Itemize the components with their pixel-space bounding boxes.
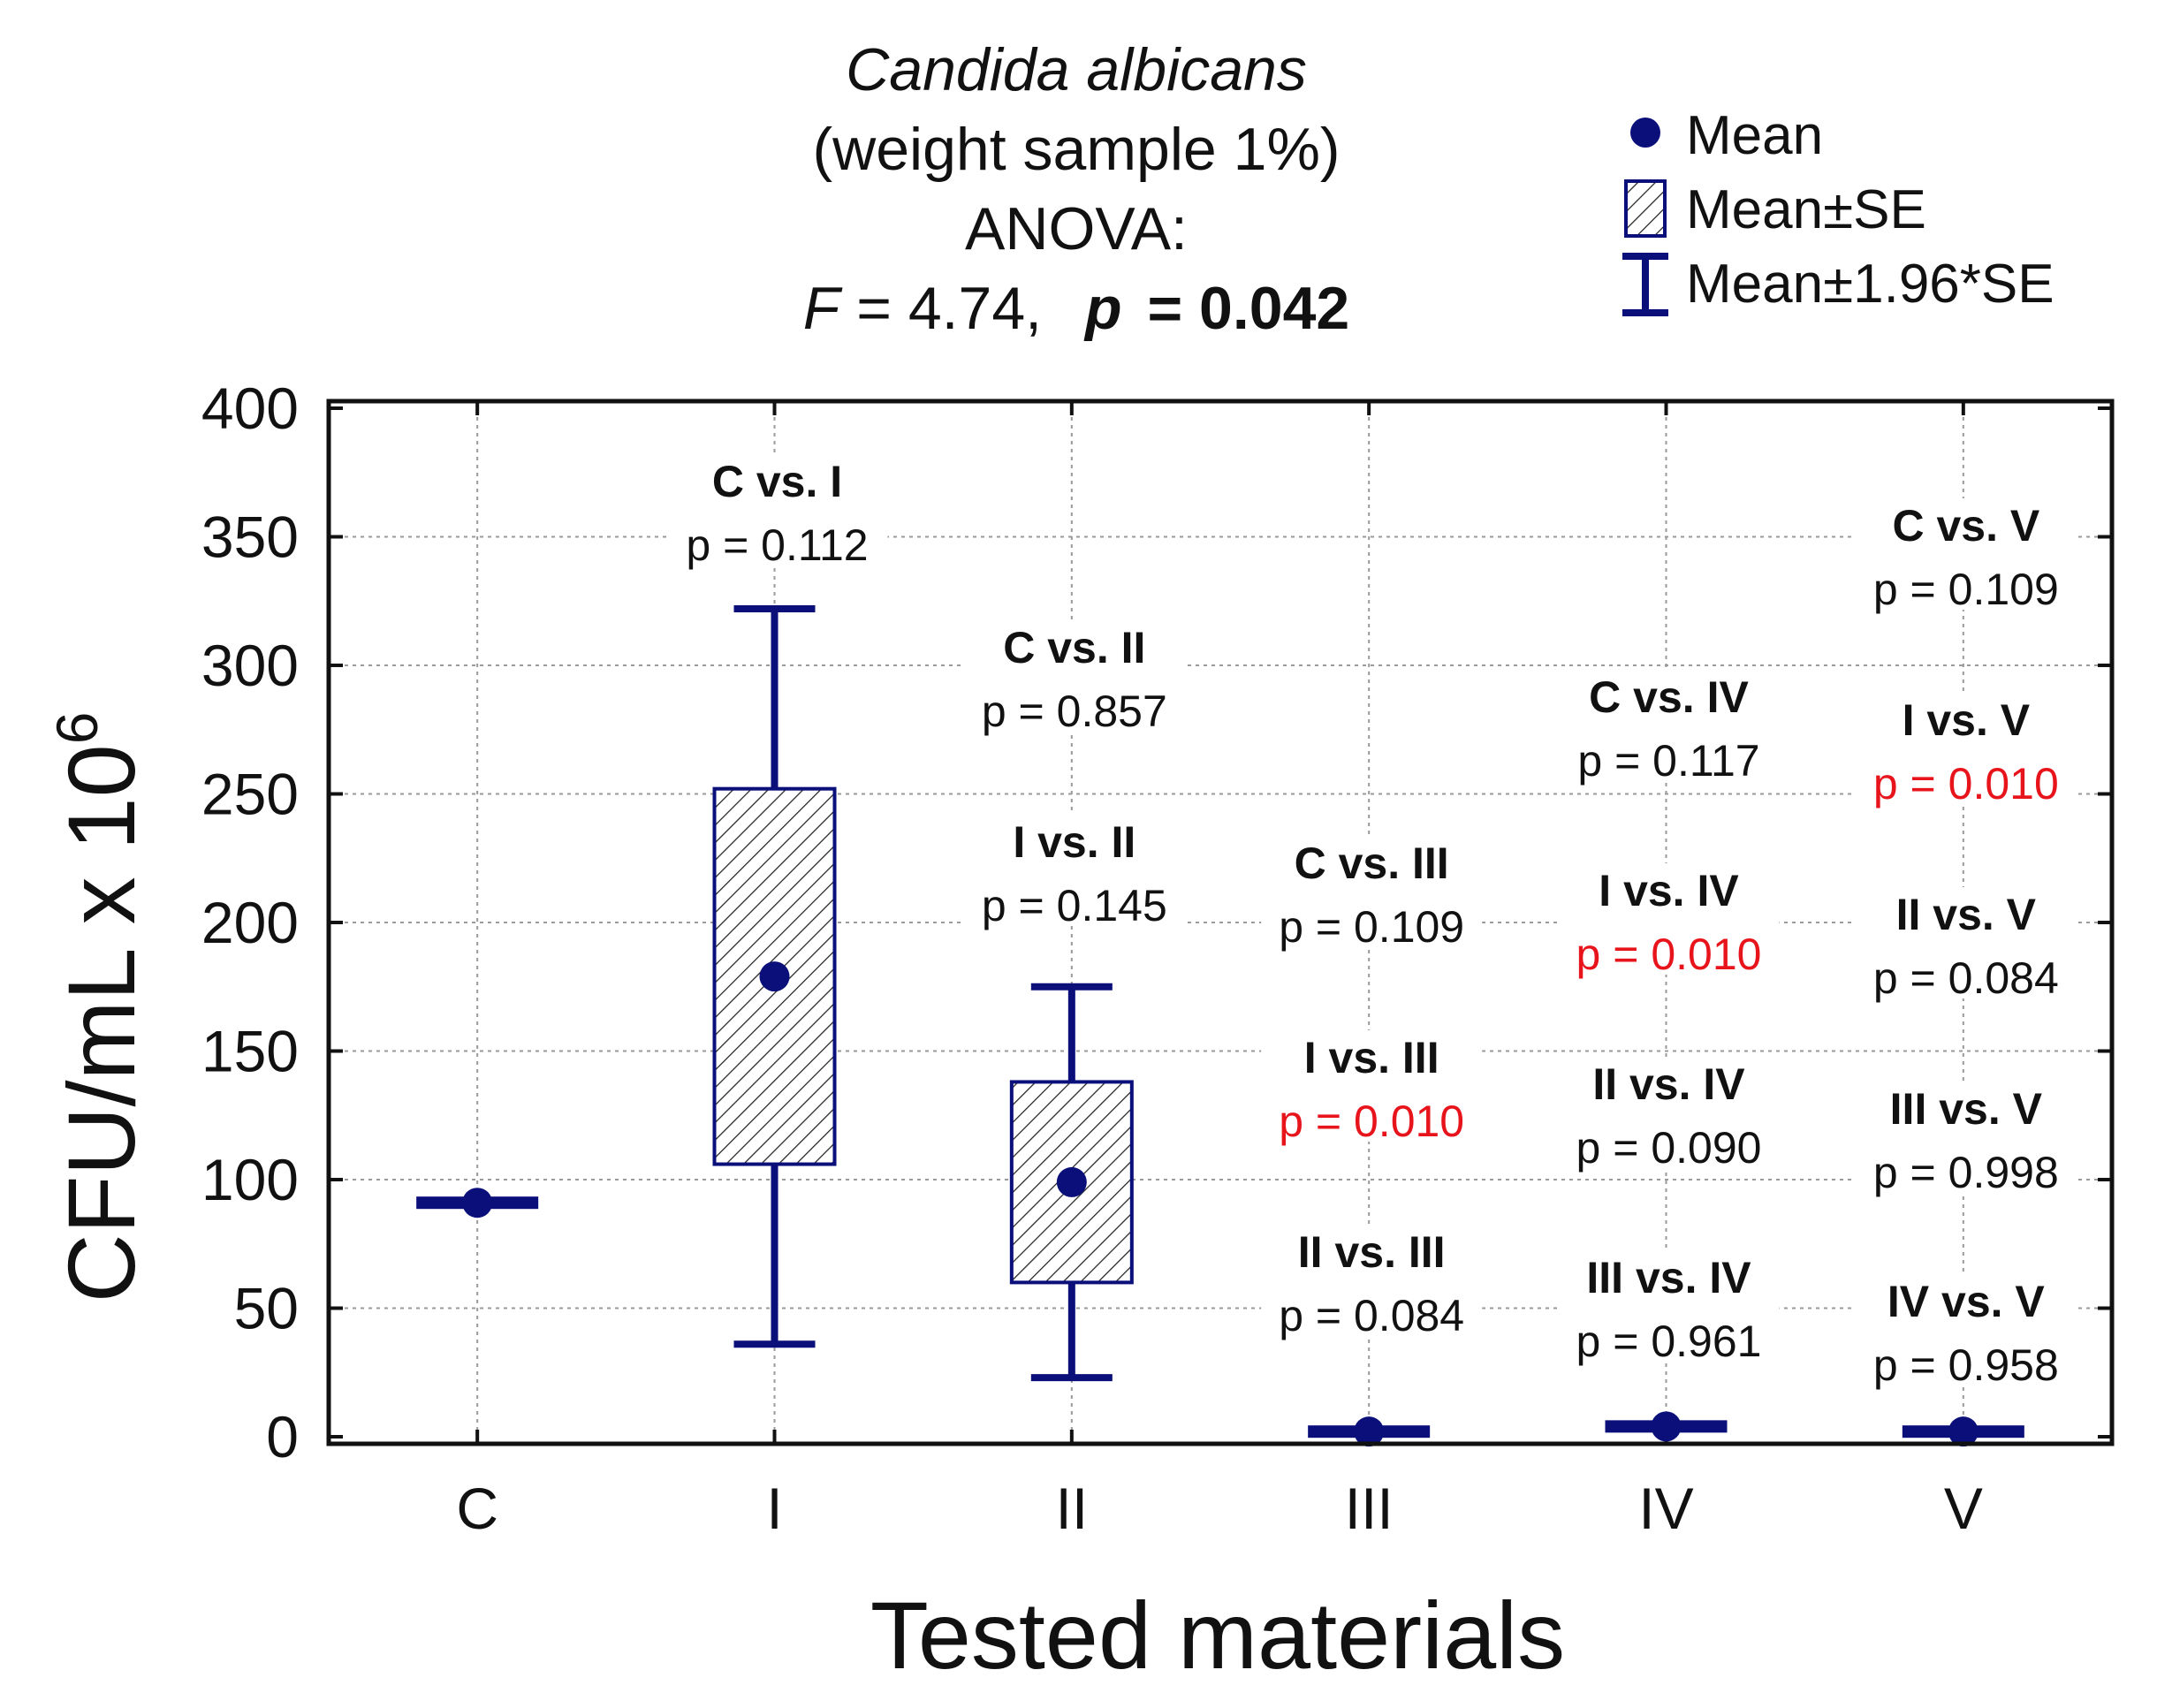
legend-ci-label: Mean±1.96*SE: [1686, 254, 2054, 315]
annotation-bg: [1558, 863, 1780, 975]
comparison-label: II vs. V: [1896, 890, 2037, 939]
annotation-bg: [1261, 1225, 1483, 1336]
mean-point: [1354, 1416, 1385, 1447]
stat-line: F = 4.74, p = 0.042: [803, 275, 1349, 342]
annotation-bg: [1855, 693, 2077, 804]
test-label: ANOVA:: [965, 195, 1188, 262]
comparison-label: I vs. II: [1013, 817, 1135, 867]
legend-mean-icon: [1630, 118, 1660, 148]
comparison-p-value: p = 0.010: [1576, 930, 1762, 979]
comparison-annotations: C vs. I p = 0.112 C vs. II p = 0.857 I vs. I…: [666, 454, 2077, 1390]
p-label: p: [1083, 275, 1122, 342]
grid: [329, 401, 2112, 1444]
y-tick-label: 250: [201, 762, 299, 827]
group-IV: [1605, 1411, 1728, 1442]
comparison-p-value: p = 0.145: [982, 881, 1167, 930]
comparison-p-value: p = 0.117: [1577, 736, 1759, 786]
legend-mean-label: Mean: [1686, 105, 1823, 166]
y-tick-label: 200: [201, 890, 299, 955]
mean-point: [462, 1188, 493, 1218]
annotation-bg: [1855, 1082, 2077, 1193]
x-tick-label: V: [1944, 1476, 1983, 1541]
annotation-bg: [1558, 1057, 1780, 1168]
comparison-label: II vs. IV: [1592, 1059, 1745, 1109]
comparison-label: C vs. V: [1892, 501, 2039, 550]
comparison-p-value: p = 0.998: [1873, 1148, 2059, 1197]
x-tick-label: II: [1055, 1476, 1088, 1541]
y-axis-label-text: CFU/mL x 10: [48, 744, 155, 1302]
group-I: [712, 604, 837, 1348]
comparison-label: IV vs. V: [1887, 1277, 2046, 1326]
comparison-p-value: p = 0.958: [1873, 1340, 2059, 1390]
group-III: [1308, 1416, 1431, 1447]
x-tick-label: I: [766, 1476, 782, 1541]
comparison-label: I vs. V: [1903, 695, 2031, 745]
y-tick-label: 100: [201, 1147, 299, 1212]
group-V: [1902, 1416, 2024, 1447]
comparison-p-value: p = 0.109: [1873, 565, 2059, 614]
legend: Mean Mean±SE Mean±1.96*SE: [1622, 105, 2054, 316]
annotation-bg: [963, 620, 1185, 732]
stat-label: F: [803, 275, 843, 342]
stat-value: = 4.74,: [856, 275, 1042, 342]
annotation-bg: [1855, 498, 2077, 610]
chart-title: Candida albicans: [846, 36, 1307, 103]
annotation-bg: [1261, 1030, 1483, 1142]
comparison-p-value: p = 0.010: [1279, 1097, 1464, 1146]
comparison-p-value: p = 0.090: [1576, 1123, 1762, 1173]
comparison-label: I vs. IV: [1599, 866, 1739, 915]
comparison-p-value: p = 0.010: [1873, 759, 2059, 808]
comparison-label: III vs. V: [1890, 1084, 2043, 1134]
y-tick-label: 400: [201, 376, 299, 441]
comparison-label: II vs. III: [1298, 1227, 1446, 1277]
comparison-label: C vs. III: [1295, 839, 1449, 888]
y-tick-label: 150: [201, 1019, 299, 1084]
legend-whisker-icon: [1622, 253, 1668, 316]
group-C: [416, 1188, 539, 1218]
p-value: = 0.042: [1147, 275, 1349, 342]
comparison-label: C vs. IV: [1589, 672, 1749, 722]
y-tick-label: 350: [201, 505, 299, 570]
legend-hatched-box-icon: [1624, 179, 1667, 238]
y-tick-label: 300: [201, 633, 299, 698]
y-axis-label-exponent: 6: [44, 712, 110, 745]
y-tick-label: 50: [234, 1276, 299, 1341]
comparison-label: C vs. II: [1003, 623, 1145, 672]
comparison-p-value: p = 0.857: [982, 687, 1167, 736]
x-tick-label: C: [456, 1476, 498, 1541]
comparison-label: III vs. IV: [1586, 1253, 1751, 1302]
annotation-bg: [666, 454, 888, 566]
annotation-bg: [1261, 836, 1483, 947]
annotation-bg: [963, 815, 1185, 926]
chart-title-block: Candida albicans (weight sample 1%) ANOV…: [803, 36, 1349, 342]
mean-point: [1651, 1411, 1682, 1442]
x-tick-label: IV: [1638, 1476, 1693, 1541]
mean-point: [1056, 1166, 1087, 1197]
legend-se-label: Mean±SE: [1686, 179, 1926, 240]
comparison-p-value: p = 0.112: [686, 520, 868, 570]
y-axis-label: CFU/mL x 106: [44, 712, 155, 1303]
chart-subtitle: (weight sample 1%): [812, 116, 1340, 183]
plot-frame: [326, 399, 2115, 1446]
y-tick-label: 0: [266, 1404, 299, 1469]
comparison-p-value: p = 0.084: [1279, 1291, 1464, 1340]
comparison-p-value: p = 0.961: [1576, 1317, 1762, 1366]
mean-point: [1948, 1416, 1979, 1447]
annotation-bg: [1855, 1274, 2077, 1385]
y-axis: 0 50 100 150 200 250 300 350 400: [201, 376, 2112, 1469]
comparison-label: I vs. III: [1304, 1033, 1439, 1082]
group-II: [1009, 983, 1134, 1382]
annotation-bg: [1855, 887, 2077, 998]
x-tick-label: III: [1345, 1476, 1394, 1541]
annotation-bg: [1558, 670, 1780, 781]
box-marks: [416, 604, 2024, 1447]
annotation-bg: [1558, 1250, 1780, 1362]
mean-point: [759, 961, 790, 992]
x-axis-label: Tested materials: [870, 1582, 1565, 1689]
comparison-p-value: p = 0.084: [1873, 953, 2059, 1003]
comparison-label: C vs. I: [712, 457, 842, 506]
comparison-p-value: p = 0.109: [1279, 902, 1464, 952]
